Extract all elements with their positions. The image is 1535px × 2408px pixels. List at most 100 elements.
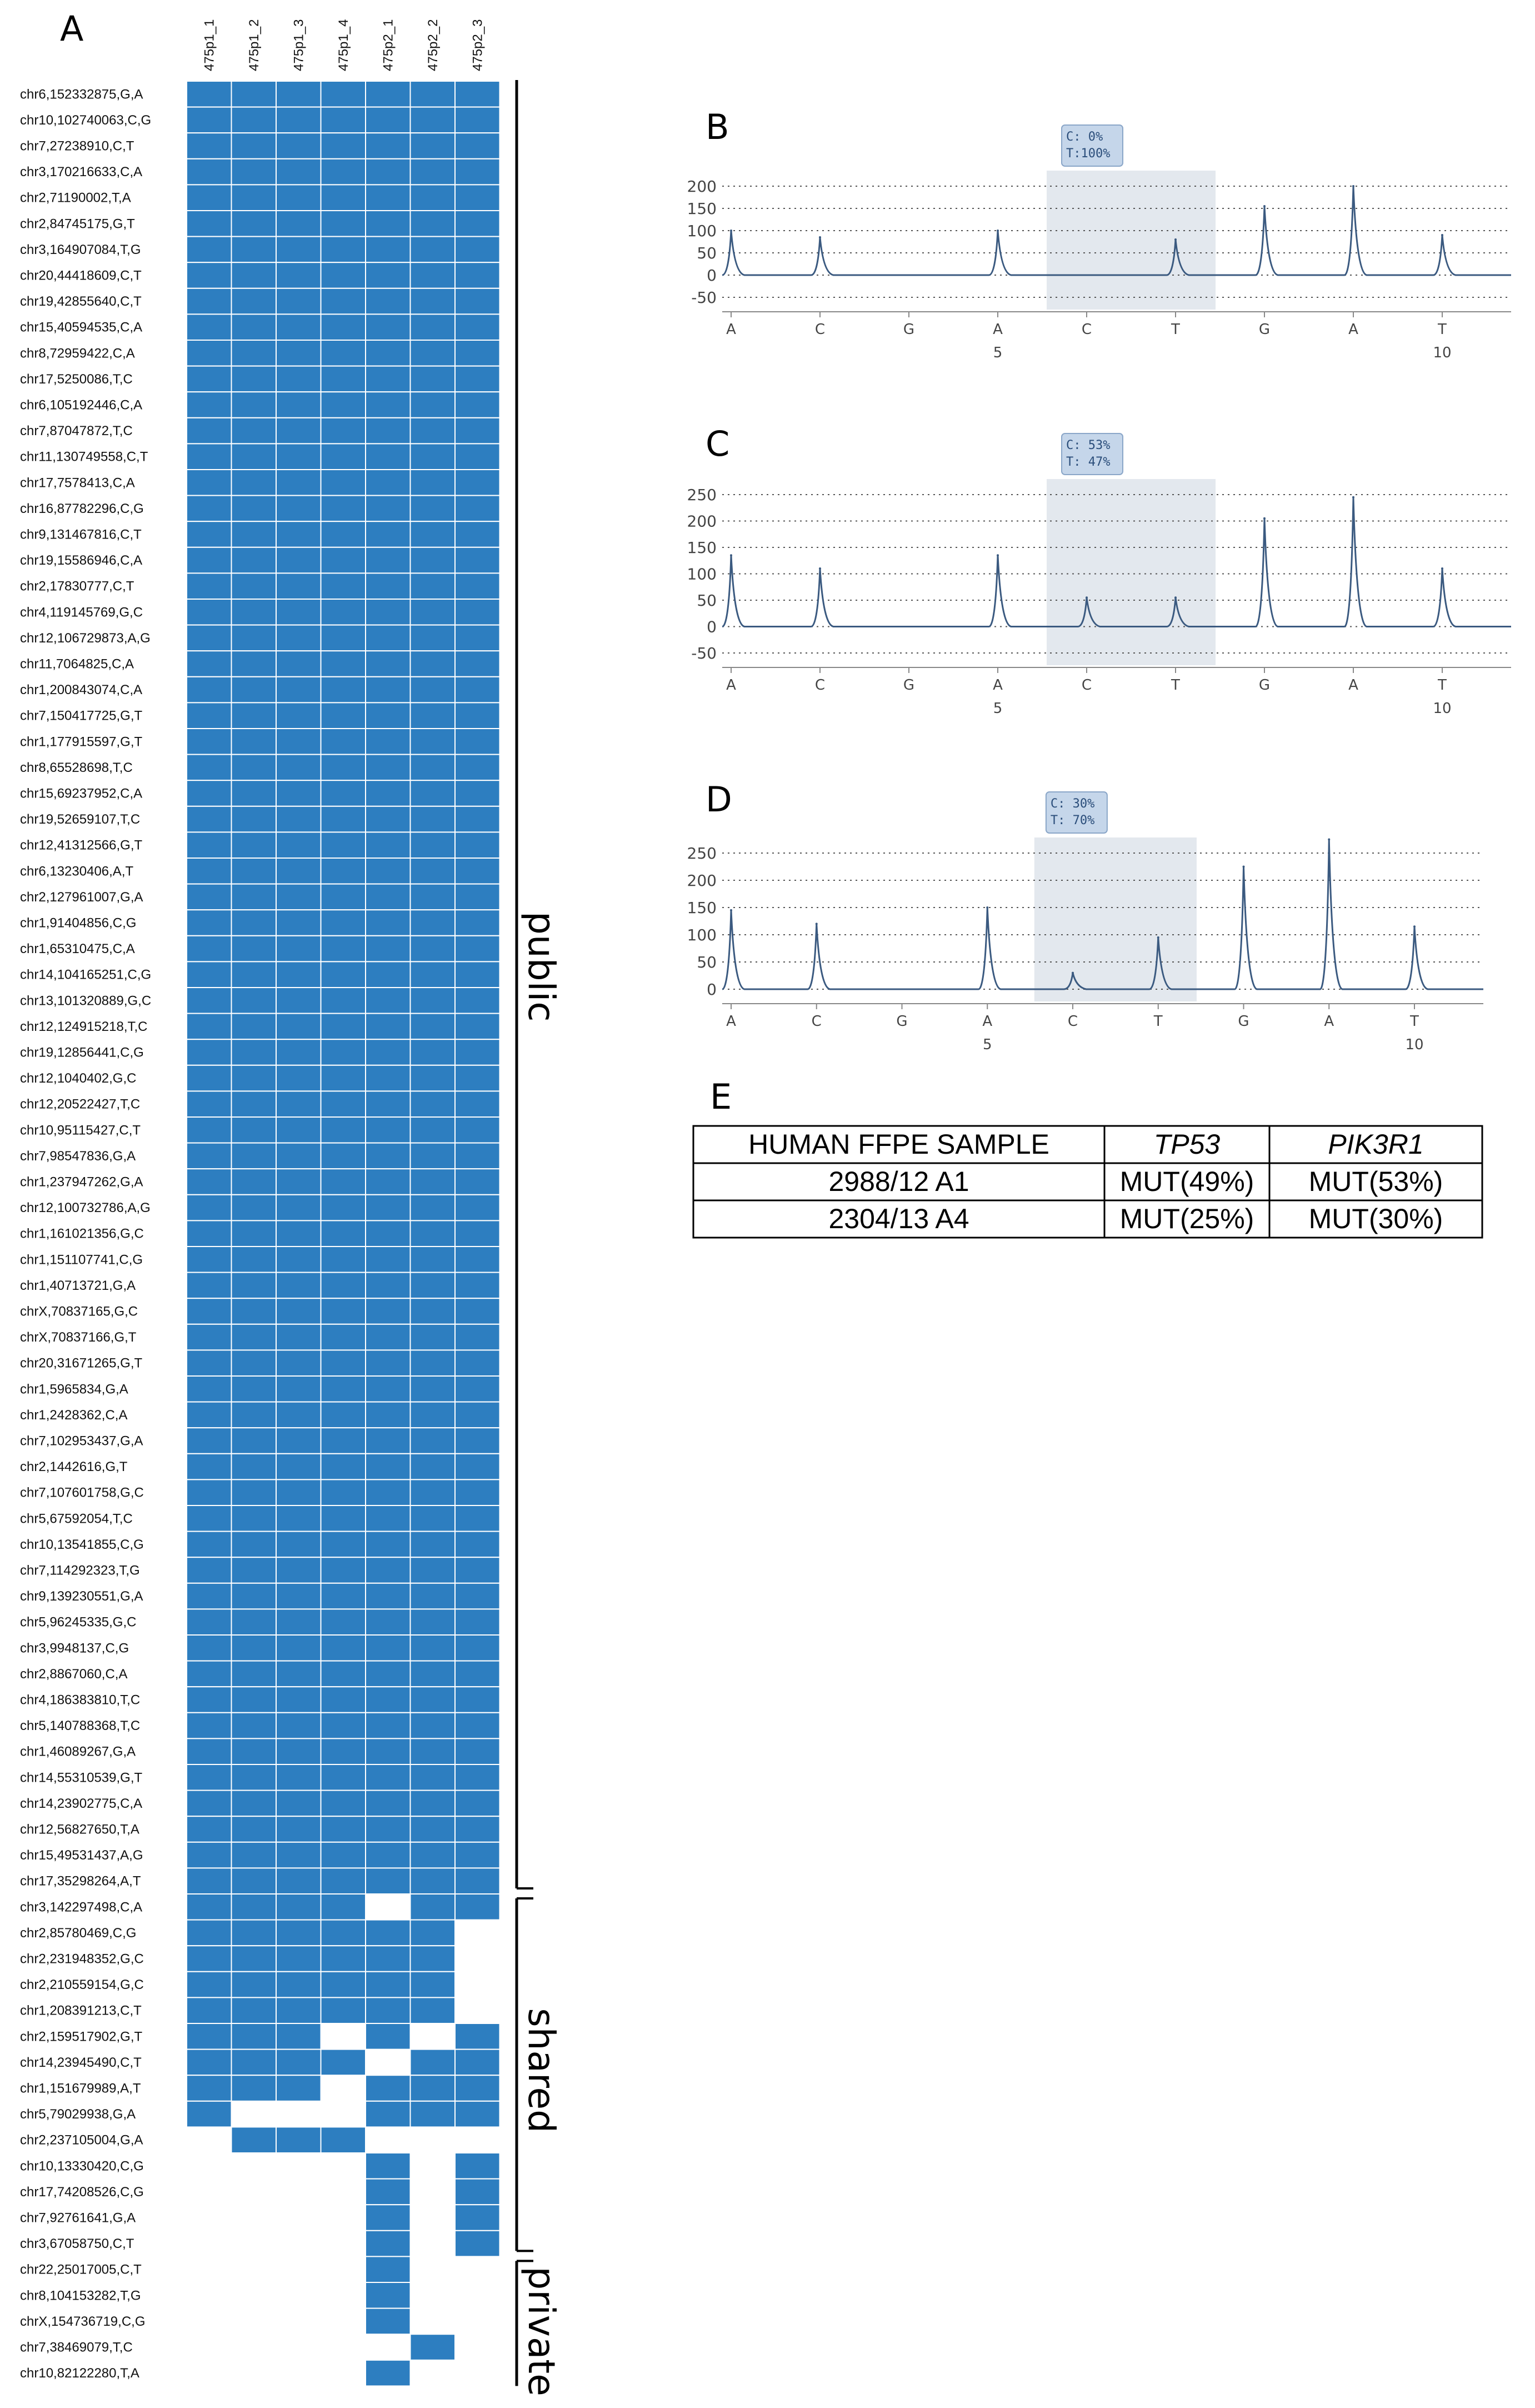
heatmap-cell [186, 1660, 232, 1688]
heatmap-cell [186, 1401, 232, 1429]
row-label: chr3,170216633,C,A [20, 164, 142, 180]
heatmap-cell [365, 1971, 411, 1998]
heatmap-cell [276, 2075, 322, 2102]
chromatogram-trace [722, 186, 1511, 276]
row-label: chr22,25017005,C,T [20, 2262, 142, 2277]
heatmap-cell [231, 572, 277, 600]
heatmap-cell [231, 1375, 277, 1403]
heatmap-cell [320, 1789, 366, 1817]
row-label: chr14,23945490,C,T [20, 2055, 142, 2070]
heatmap-cell [276, 417, 322, 445]
heatmap-cell [365, 1401, 411, 1429]
heatmap-cell [409, 1738, 456, 1765]
row-label: chr15,49531437,A,G [20, 1848, 143, 1863]
base-call-label: A [982, 1013, 992, 1030]
heatmap-cell [320, 1530, 366, 1558]
heatmap-cell [454, 106, 501, 134]
heatmap-cell [365, 1634, 411, 1662]
heatmap-cell [365, 572, 411, 600]
heatmap-cell [276, 1634, 322, 1662]
heatmap-cell [365, 2256, 411, 2283]
heatmap-cell [454, 340, 501, 367]
heatmap-cell [320, 391, 366, 418]
heatmap-cell [409, 935, 456, 963]
heatmap-cell [454, 935, 501, 963]
heatmap-cell [186, 1505, 232, 1532]
heatmap-cell [454, 313, 501, 341]
heatmap-cell [276, 1789, 322, 1817]
row-label: chr1,208391213,C,T [20, 2003, 142, 2018]
heatmap-cell [186, 1013, 232, 1040]
heatmap-cell [365, 1168, 411, 1195]
heatmap-cell [276, 805, 322, 833]
heatmap-cell [276, 1686, 322, 1713]
heatmap-cell [454, 391, 501, 418]
peak-marker [1352, 496, 1354, 498]
heatmap-cell [186, 1220, 232, 1247]
heatmap-cell [231, 1608, 277, 1636]
row-label: chr2,71190002,T,A [20, 191, 131, 206]
heatmap-cell [454, 572, 501, 600]
heatmap-cell [409, 1686, 456, 1713]
heatmap-cell [320, 1738, 366, 1765]
chromatogram-panel-b: B C: 0% T:100% 200 150 100 50 0 -50 A C G A C T G A T 5 10 [687, 107, 1511, 361]
heatmap-cell [409, 1919, 456, 1947]
heatmap-cell [454, 702, 501, 730]
heatmap-cell [409, 81, 456, 108]
heatmap-cell [276, 1220, 322, 1247]
heatmap-cell [454, 1090, 501, 1118]
heatmap-cell [186, 987, 232, 1014]
row-label: chr2,237105004,G,A [20, 2133, 143, 2148]
heatmap-cell [409, 417, 456, 445]
heatmap-cell [409, 495, 456, 522]
heatmap-cell [231, 857, 277, 885]
heatmap-cell [186, 1142, 232, 1170]
row-label: chr10,13541855,C,G [20, 1537, 144, 1552]
heatmap-cell [365, 1738, 411, 1765]
base-call-label: G [896, 1013, 907, 1030]
peak-marker [1242, 865, 1245, 868]
heatmap-cell [276, 1582, 322, 1610]
heatmap-cell [231, 1039, 277, 1066]
heatmap-cell [320, 1427, 366, 1454]
row-label: chr1,2428362,C,A [20, 1408, 127, 1423]
row-label: chr12,106729873,A,G [20, 631, 151, 646]
heatmap-cell [320, 909, 366, 936]
heatmap-cell [186, 1919, 232, 1947]
heatmap-cell [231, 676, 277, 704]
row-label: chr5,67592054,T,C [20, 1511, 133, 1526]
row-label: chr6,13230406,A,T [20, 864, 133, 879]
heatmap-cell [365, 1323, 411, 1351]
heatmap-cell [365, 1608, 411, 1636]
heatmap-cell [409, 857, 456, 885]
heatmap-cell [454, 2152, 501, 2180]
heatmap-cell [409, 1479, 456, 1506]
heatmap-cell [365, 2023, 411, 2050]
heatmap-cell [409, 1867, 456, 1895]
heatmap-cell [409, 1090, 456, 1118]
heatmap-cell [454, 1246, 501, 1273]
heatmap-cell [454, 1116, 501, 1144]
heatmap-cell [276, 106, 322, 134]
heatmap-cell [231, 1246, 277, 1273]
column-label: 475p1_3 [291, 19, 306, 71]
heatmap-cell [186, 1867, 232, 1895]
heatmap-cell [365, 1427, 411, 1454]
y-tick-label: 0 [707, 266, 717, 285]
heatmap-cell [320, 2126, 366, 2153]
heatmap-cell [276, 599, 322, 626]
heatmap-cell [320, 1168, 366, 1195]
heatmap-cell [231, 1323, 277, 1351]
row-label: chr1,5965834,G,A [20, 1382, 128, 1397]
y-tick-label: 50 [697, 244, 717, 262]
heatmap-cell [320, 287, 366, 315]
heatmap-cell [320, 236, 366, 263]
row-label: chr1,237947262,G,A [20, 1175, 143, 1190]
heatmap-cell [186, 521, 232, 548]
heatmap-cell [231, 1634, 277, 1662]
heatmap-cell [231, 1712, 277, 1739]
heatmap-cell [454, 599, 501, 626]
heatmap-cell [231, 599, 277, 626]
heatmap-cell [365, 2100, 411, 2128]
group-label: private [520, 2266, 563, 2396]
